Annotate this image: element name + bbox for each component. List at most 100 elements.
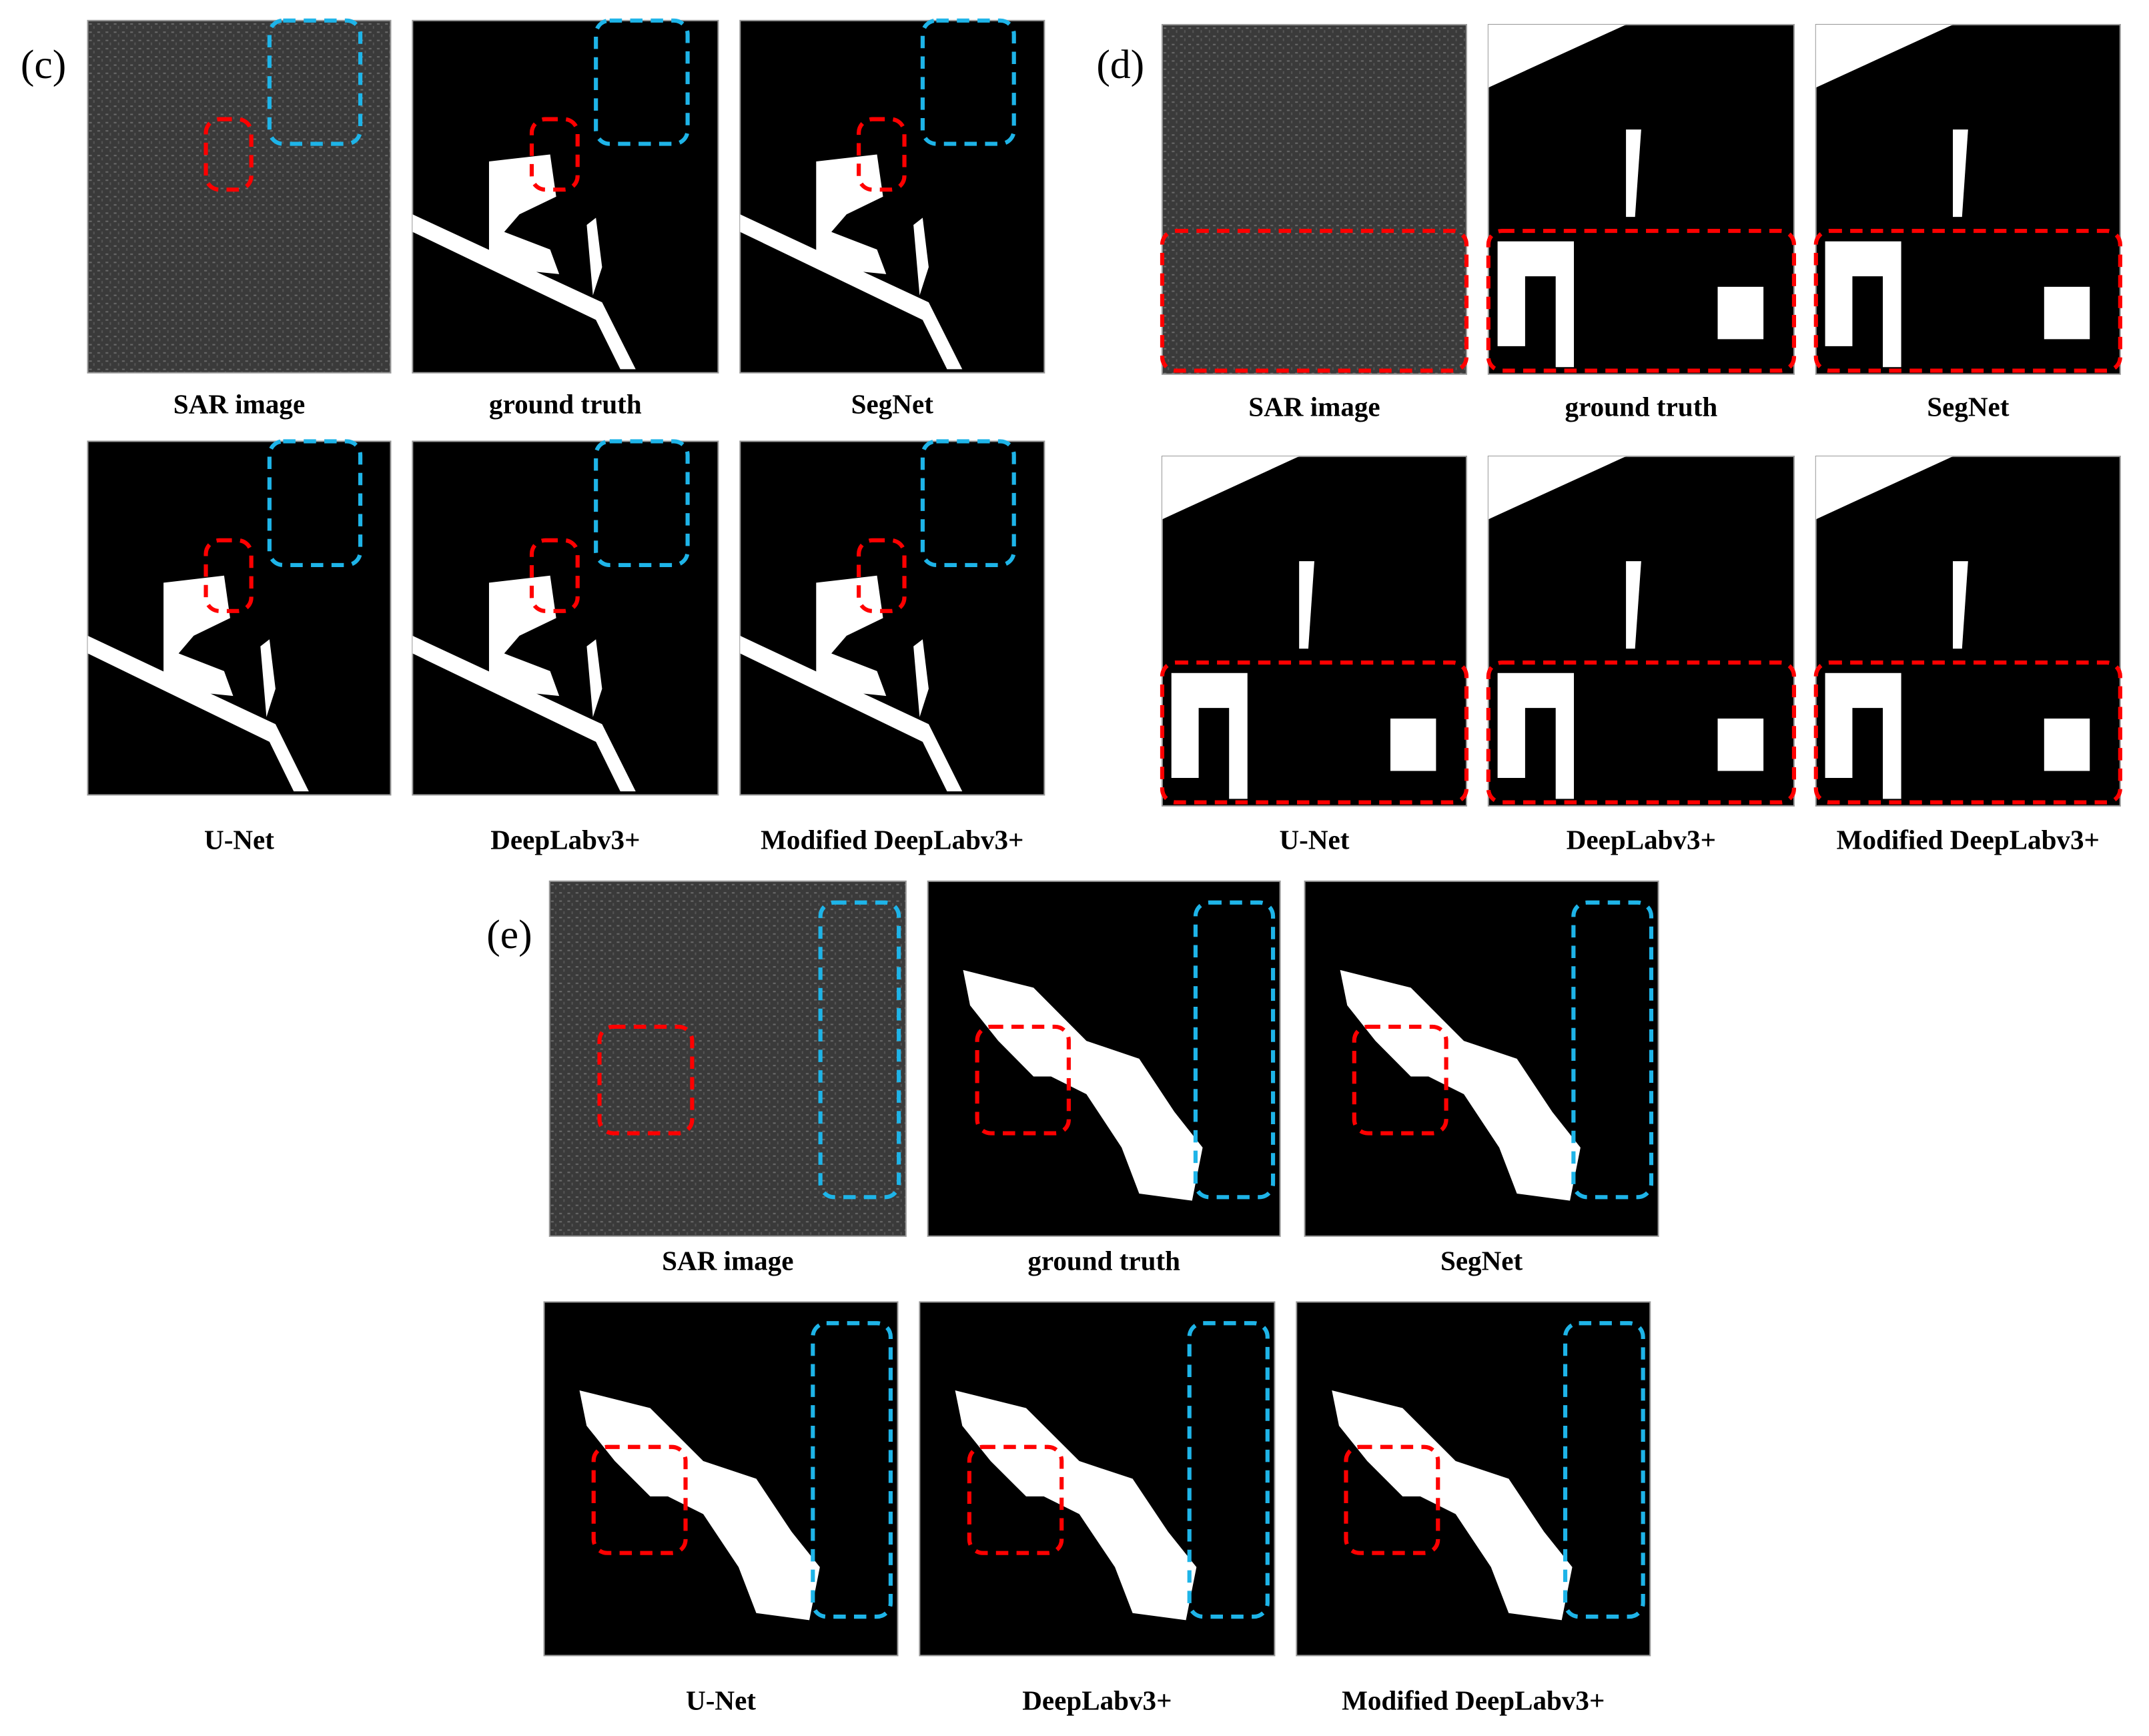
water-mask [1953, 561, 1968, 649]
image-caption: SegNet [1440, 1245, 1523, 1276]
image-caption: DeepLabv3+ [1022, 1685, 1172, 1716]
highlight-box [1571, 900, 1654, 1200]
highlight-box [920, 439, 1016, 568]
water-mask [87, 635, 309, 792]
water-mask [412, 635, 636, 792]
image-background [412, 440, 719, 796]
result-image [1813, 23, 2122, 375]
result-image [548, 880, 907, 1237]
image-caption: ground truth [489, 389, 642, 420]
result-image [739, 439, 1045, 796]
result-image [543, 1301, 899, 1657]
panel-label: (c) [21, 42, 66, 87]
water-mask [913, 639, 929, 717]
result-image [1160, 23, 1469, 375]
image-caption: U-Net [686, 1685, 756, 1716]
result-image [412, 439, 719, 796]
water-mask [1815, 24, 1954, 88]
water-mask [1488, 456, 1627, 520]
image-background [412, 19, 719, 374]
water-mask [163, 575, 234, 697]
highlight-box [597, 1024, 695, 1136]
image-caption: SAR image [1248, 392, 1380, 422]
water-mask [1497, 673, 1575, 799]
image-caption: Modified DeepLabv3+ [1342, 1685, 1605, 1716]
water-mask [586, 218, 602, 296]
result-image [1486, 23, 1797, 375]
water-mask [1717, 718, 1764, 771]
water-mask [740, 635, 963, 792]
result-image [919, 1301, 1276, 1657]
image-background [1161, 23, 1468, 375]
water-mask [1626, 129, 1641, 218]
highlight-box [1813, 661, 2122, 805]
highlight-box [1813, 228, 2122, 373]
water-mask [586, 639, 602, 717]
water-mask [2044, 286, 2090, 340]
highlight-box [811, 1321, 893, 1619]
water-mask [1717, 286, 1764, 340]
image-caption: U-Net [204, 825, 274, 855]
image-caption: ground truth [1565, 392, 1718, 422]
panel-label: (d) [1096, 42, 1144, 87]
result-image [412, 18, 719, 374]
image-background [739, 440, 1045, 796]
image-caption: U-Net [1280, 825, 1350, 855]
highlight-box [1563, 1321, 1645, 1619]
water-mask [1171, 673, 1248, 799]
water-mask [1497, 241, 1575, 368]
highlight-box [818, 900, 901, 1200]
highlight-box [591, 1444, 688, 1555]
highlight-box [267, 18, 363, 146]
result-image [1304, 880, 1659, 1237]
highlight-box [594, 18, 690, 146]
result-image [927, 880, 1281, 1237]
water-mask [913, 218, 929, 296]
result-image [1486, 456, 1797, 807]
highlight-box [1160, 228, 1469, 373]
highlight-box [1486, 228, 1797, 373]
water-mask [1488, 24, 1627, 88]
highlight-box [529, 538, 580, 613]
water-mask [1825, 241, 1901, 368]
image-caption: SAR image [662, 1245, 793, 1276]
result-image [87, 18, 392, 374]
highlight-box [967, 1444, 1064, 1555]
highlight-box [1352, 1024, 1448, 1136]
highlight-box [975, 1024, 1071, 1136]
image-caption: DeepLabv3+ [490, 825, 640, 855]
water-mask [1390, 718, 1436, 771]
highlight-box [203, 538, 254, 613]
image-caption: SegNet [1927, 392, 2010, 422]
highlight-box [203, 117, 254, 192]
highlight-box [1486, 661, 1797, 805]
water-mask [816, 575, 887, 697]
highlight-box [267, 439, 363, 568]
water-mask [740, 214, 963, 370]
panel-label: (e) [486, 912, 532, 957]
highlight-box [529, 117, 580, 192]
result-image [1813, 456, 2122, 807]
water-mask [2044, 718, 2090, 771]
water-mask [1953, 129, 1968, 218]
water-mask [1162, 456, 1300, 520]
result-image [87, 439, 392, 796]
image-background [548, 880, 907, 1237]
water-mask [488, 575, 560, 697]
image-background [739, 19, 1045, 374]
highlight-box [920, 18, 1016, 146]
highlight-box [594, 439, 690, 568]
highlight-box [1187, 1321, 1270, 1619]
water-mask [1825, 673, 1901, 799]
highlight-box [1160, 661, 1469, 805]
water-mask [1626, 561, 1641, 649]
water-mask [1815, 456, 1954, 520]
water-mask [1299, 561, 1314, 649]
highlight-box [1193, 900, 1276, 1200]
result-image [1296, 1301, 1651, 1657]
image-caption: SegNet [851, 389, 934, 420]
image-caption: DeepLabv3+ [1567, 825, 1716, 855]
water-mask [412, 214, 636, 370]
